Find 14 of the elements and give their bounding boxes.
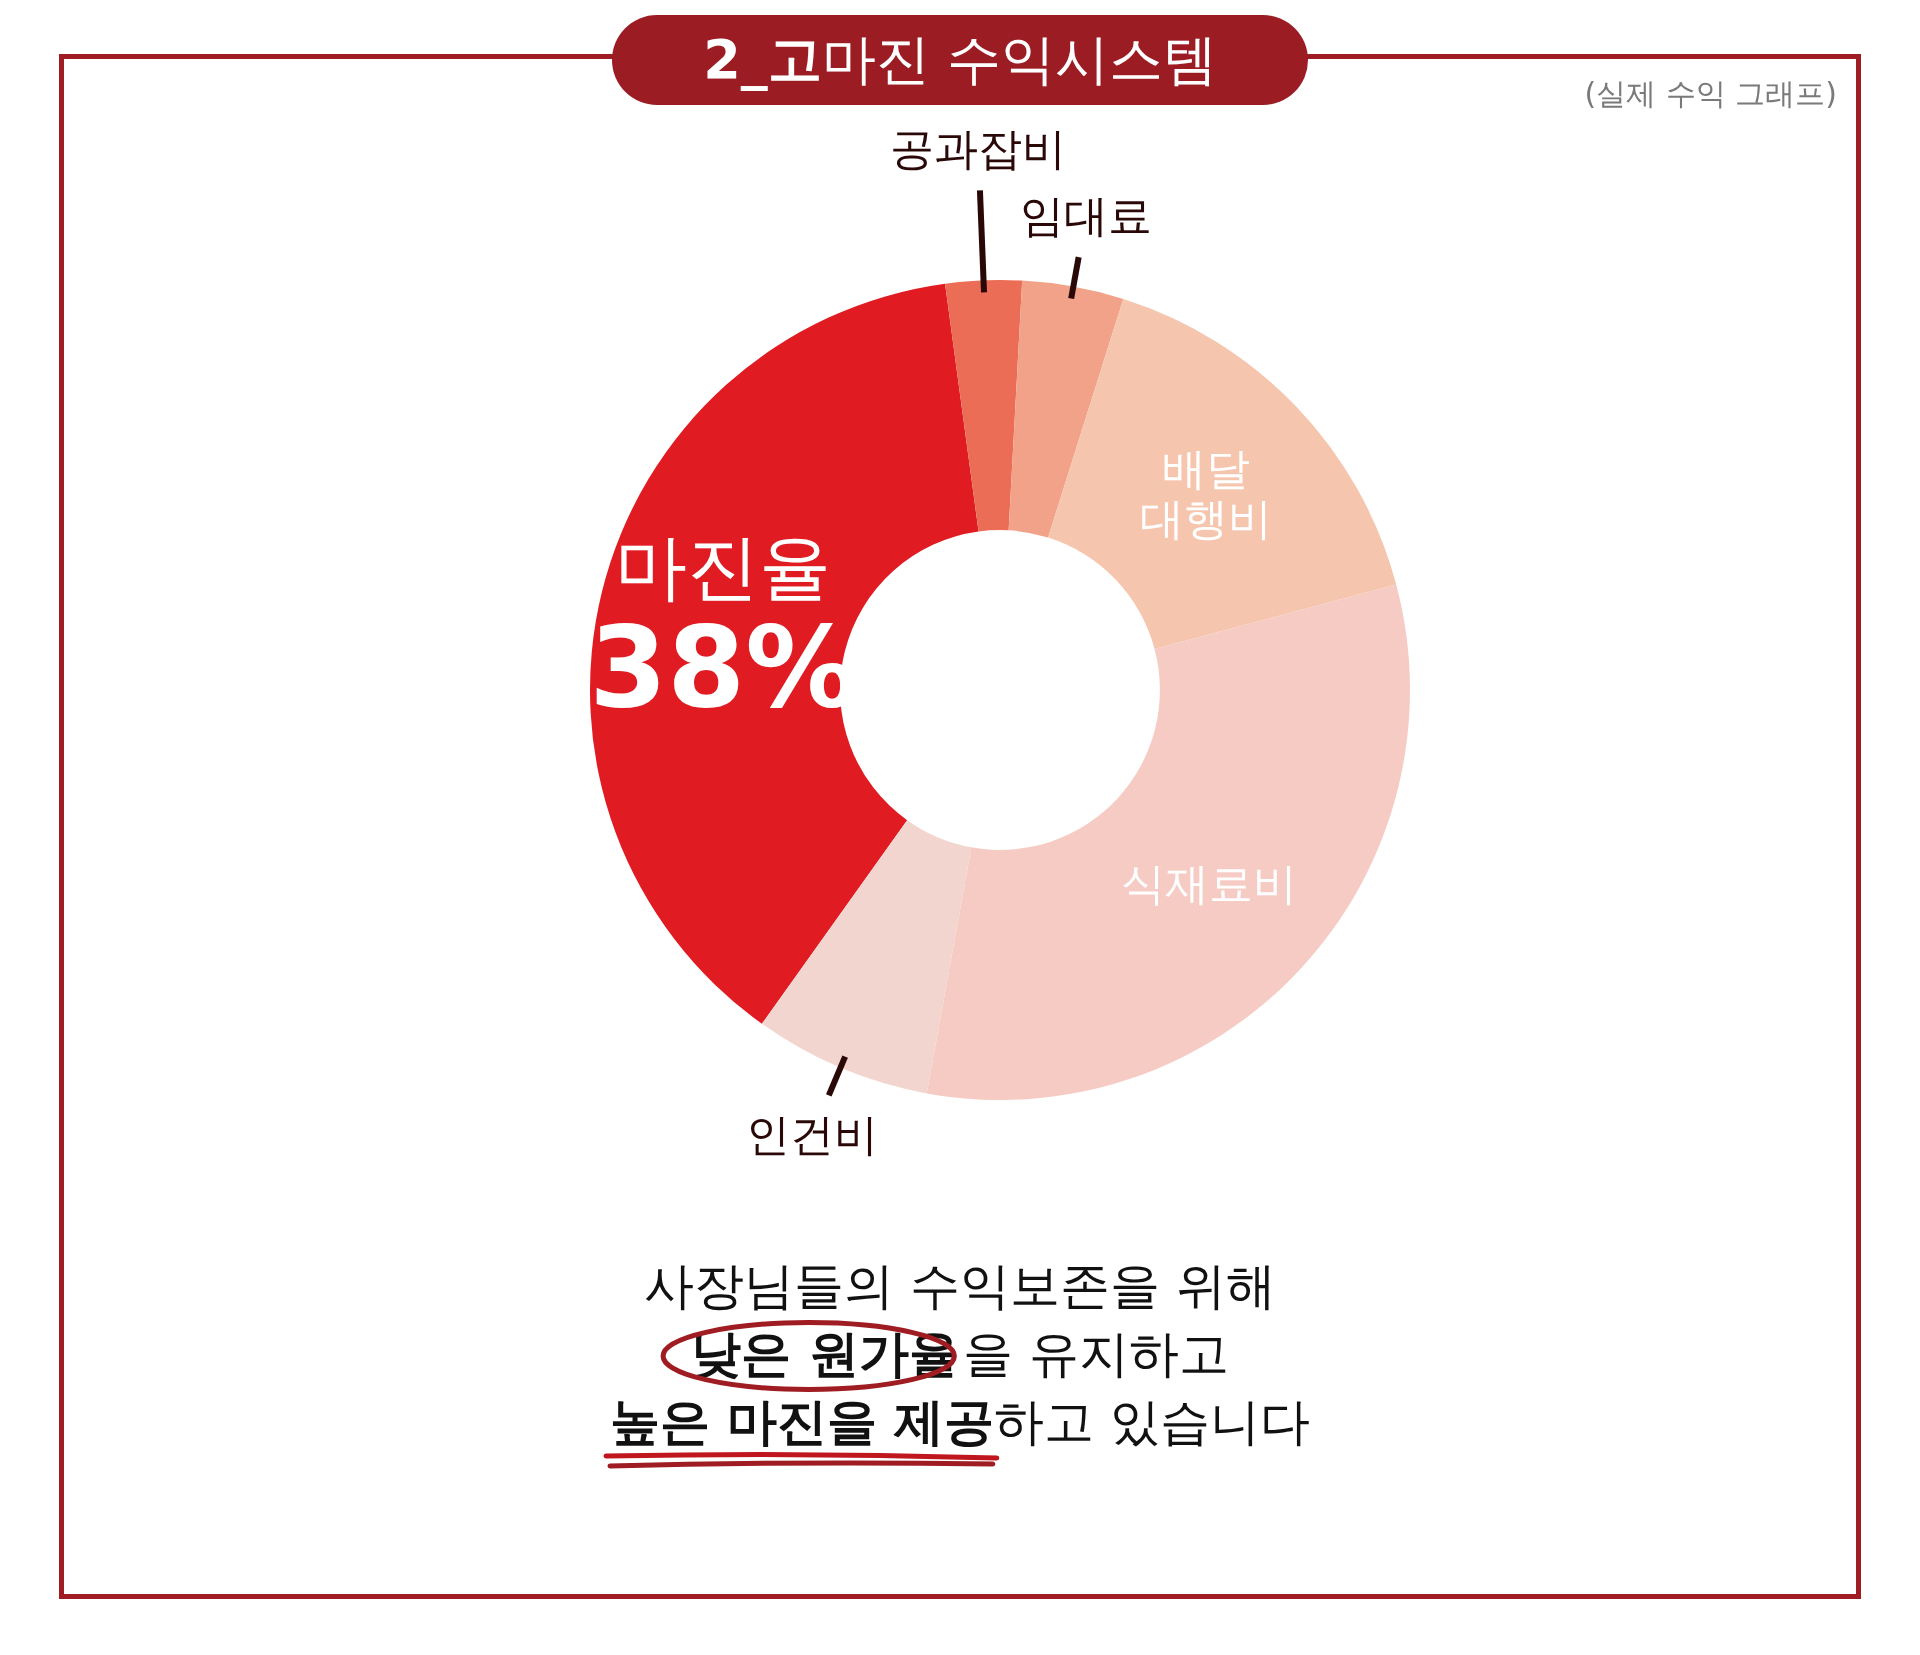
text: (실제 수익 그래프) <box>1584 75 1837 113</box>
text: 사장님들의 수익보존을 위해 <box>644 1257 1276 1315</box>
slice-label: 식재료비 <box>1121 857 1298 909</box>
donut-slice <box>1008 280 1124 538</box>
donut-slice <box>945 280 1023 532</box>
donut-slice <box>590 283 979 1024</box>
slice-label: 공과잡비 <box>890 122 1067 174</box>
text: 높은 마진을 제공하고 있습니다 <box>609 1392 1311 1453</box>
slice-label: 인건비 <box>746 1108 879 1160</box>
slice-label: 마진율 <box>615 524 832 609</box>
slice-label: 임대료 <box>1020 190 1153 242</box>
donut-slice <box>1048 298 1397 649</box>
slice-label: 배달대행비 <box>1140 442 1273 544</box>
chart-title: 2_고마진 수익시스템 <box>703 26 1217 93</box>
